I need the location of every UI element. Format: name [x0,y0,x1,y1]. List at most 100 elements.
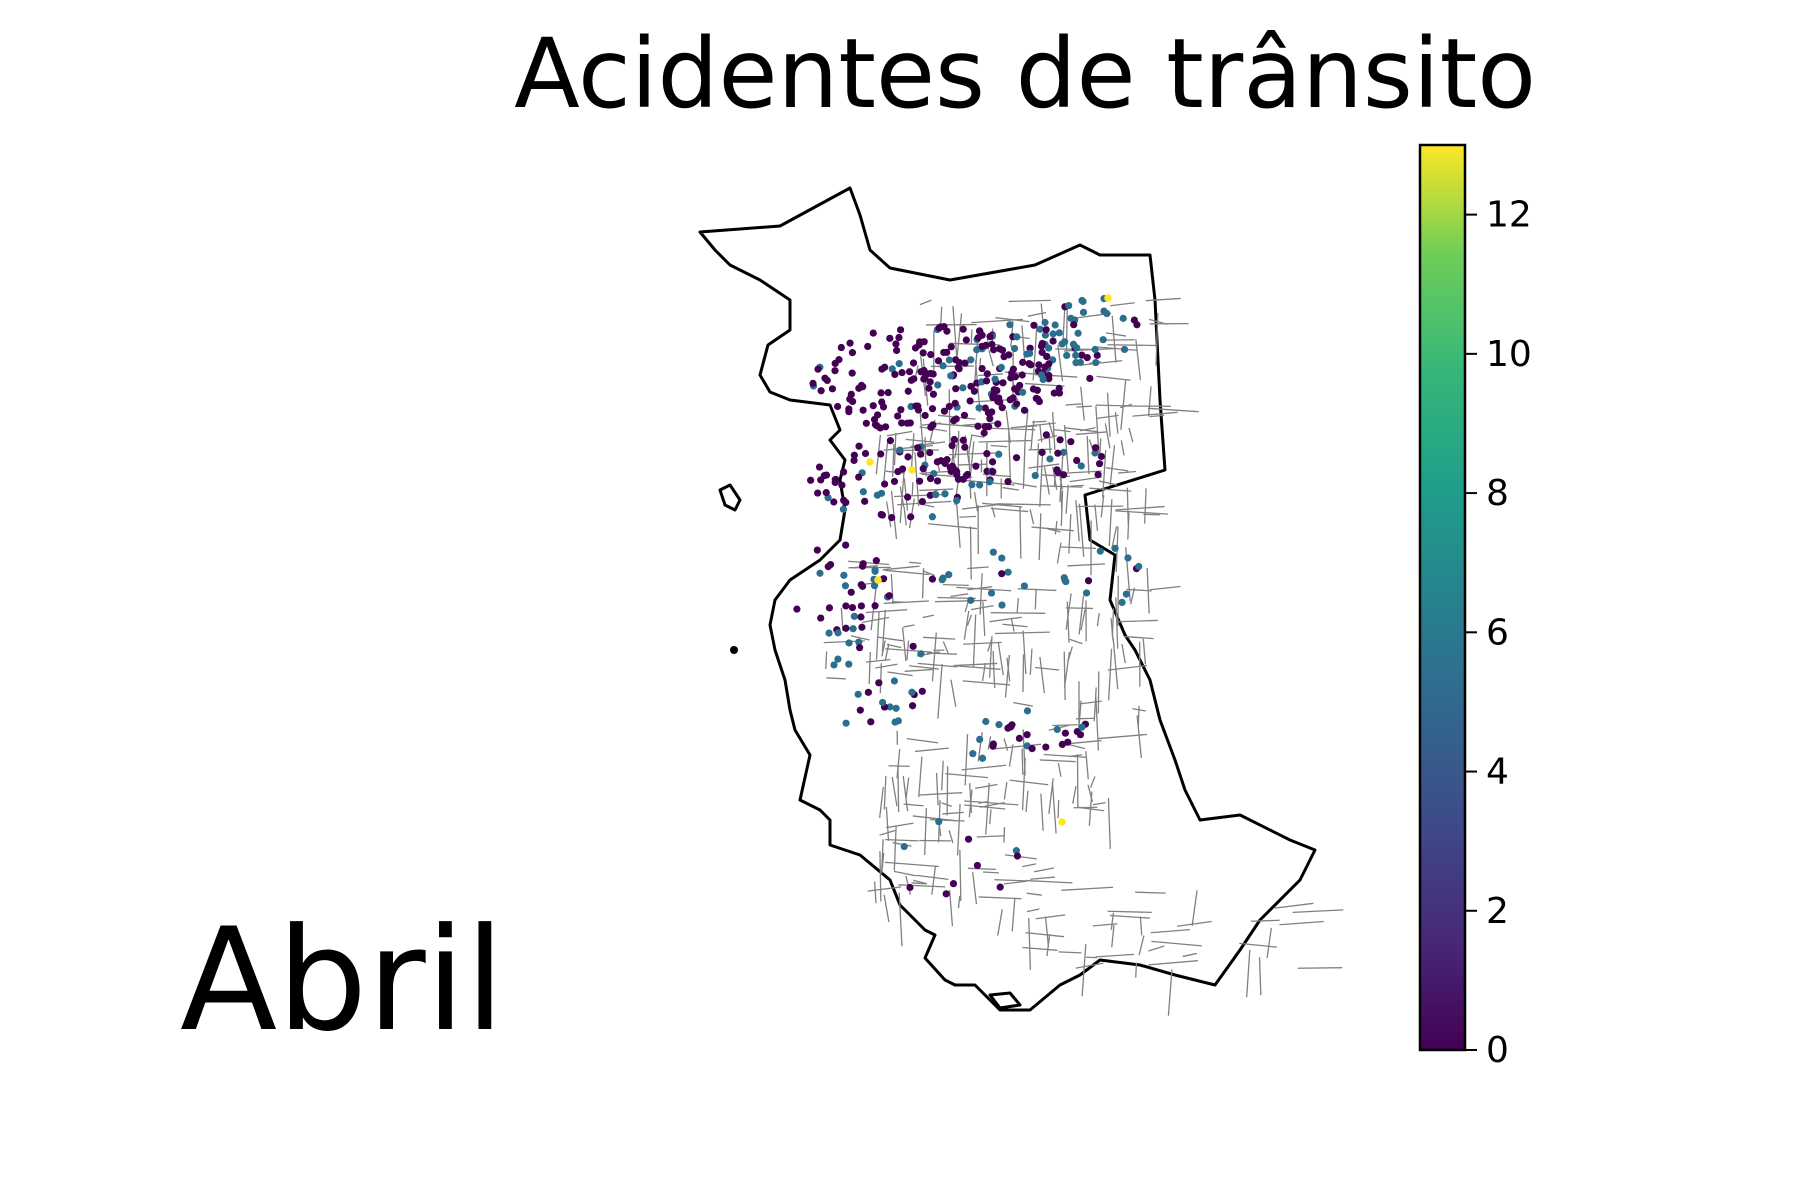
accident-point [867,718,875,726]
accident-point [945,402,953,411]
accident-point [919,465,927,473]
accident-point [906,419,914,427]
colorbar-tick-label: 6 [1486,612,1509,653]
accident-point [963,470,972,479]
road-segment [1029,509,1035,525]
accident-point [1120,345,1129,354]
road-segment [899,470,905,523]
accident-point [854,690,862,698]
road-segment [1109,445,1116,486]
accident-point [894,412,902,420]
accident-point [941,490,949,498]
accident-point [1093,351,1101,359]
accident-point [839,505,848,513]
accident-point [959,436,967,444]
accident-point [830,498,838,506]
road-segment [934,599,987,603]
road-segment [885,501,892,528]
accident-point [842,624,850,632]
accident-point [864,688,872,696]
accident-point [953,468,961,476]
road-segment [891,776,898,807]
accident-point [878,511,887,519]
road-segment [1009,779,1049,786]
accident-point [950,417,958,425]
accident-point [907,513,915,521]
accident-point [817,614,825,622]
accident-point [988,458,997,466]
road-segment [1104,423,1111,449]
road-segment [1088,791,1093,827]
accident-point [998,601,1006,609]
accident-point [1045,344,1053,352]
accident-point [945,571,953,579]
road-segment [1095,953,1135,958]
colorbar-tick-label: 0 [1486,1030,1509,1070]
accident-point [1135,562,1143,571]
road-segment [1075,500,1080,542]
accident-point [982,377,991,385]
road-network [823,297,1344,1016]
road-segment [1115,505,1165,511]
accident-point [976,481,984,489]
road-segment [923,636,956,640]
road-segment [966,614,973,626]
accident-point [814,365,822,373]
road-segment [1039,453,1044,507]
road-segment [987,736,992,750]
road-segment [955,313,963,362]
accident-point [861,449,870,458]
road-segment [931,632,937,682]
road-segment [1292,909,1344,914]
road-segment [1250,919,1280,922]
accident-point [1073,456,1081,465]
road-segment [1039,656,1046,694]
road-segment [1239,942,1277,948]
accident-point [1119,314,1127,322]
accident-point [967,356,975,364]
accident-point [1055,389,1064,397]
road-segment [911,882,926,885]
accident-point [998,404,1006,412]
road-segment [1008,431,1012,482]
road-segment [915,747,949,753]
accident-point [998,346,1007,354]
accident-point [875,679,883,687]
road-segment [1063,651,1066,701]
accident-point [1070,321,1078,329]
accident-point [926,378,934,386]
accident-point [959,384,967,392]
road-segment [967,434,973,454]
accident-point [855,473,863,481]
colorbar-gradient [1418,143,1467,1052]
road-segment [1111,526,1118,550]
road-segment [1003,880,1028,885]
accident-point [857,381,866,389]
accident-point [1031,471,1039,480]
road-segment [867,886,902,892]
road-segment [1004,654,1011,698]
accident-point [1095,460,1104,468]
road-segment [991,506,996,518]
accident-point [858,623,866,631]
accident-point [927,423,935,431]
accident-point [1091,444,1100,452]
road-segment [1002,486,1019,491]
road-segment [978,439,1033,443]
accident-point [881,480,889,488]
accident-point [1078,351,1086,359]
accident-point [948,441,956,450]
accident-point [862,419,870,427]
accident-point [942,890,950,898]
road-segment [964,800,1019,806]
road-segment [1060,484,1063,511]
accident-point [988,340,996,348]
road-segment [1065,593,1072,630]
accident-point [959,325,967,333]
road-segment [975,783,998,789]
accident-point [997,363,1005,371]
road-segment [1003,827,1006,843]
accident-point [837,343,845,352]
road-segment [1030,876,1055,880]
